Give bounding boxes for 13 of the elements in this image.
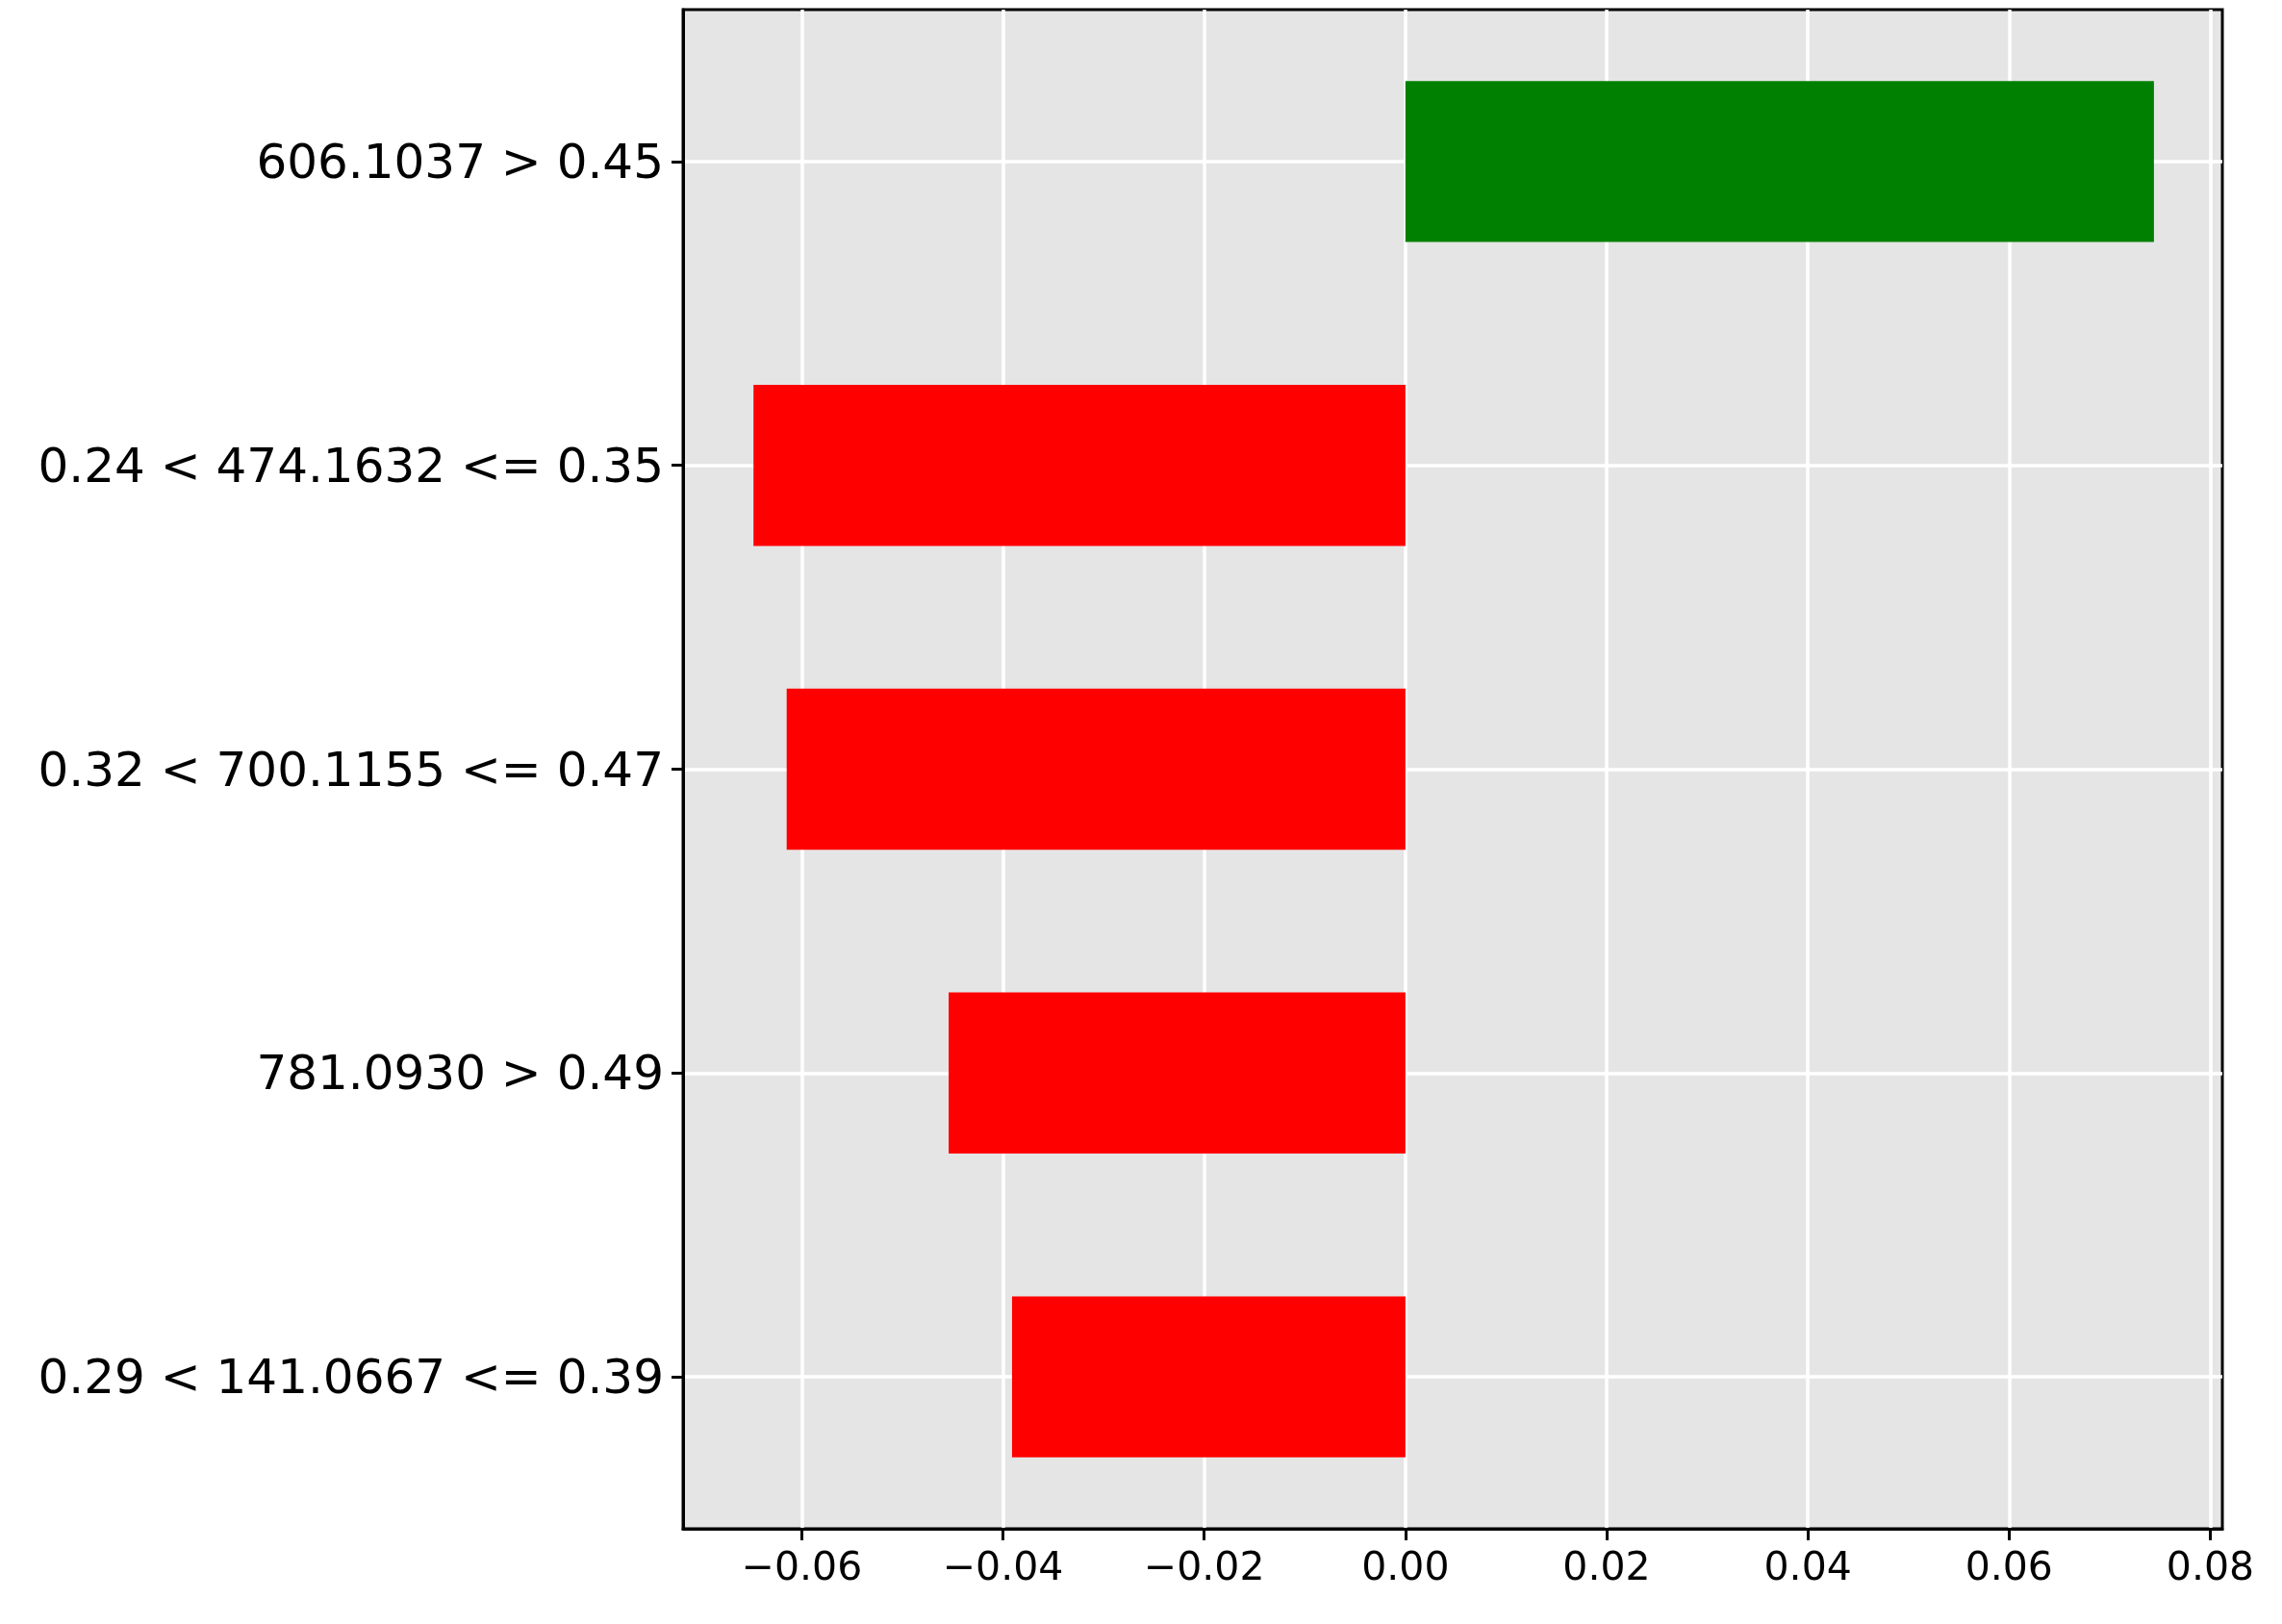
y-tick-label: 781.0930 > 0.49 [256,1045,664,1102]
y-tick-label: 0.32 < 700.1155 <= 0.47 [38,741,664,798]
x-tick-label: 0.00 [1361,1542,1450,1589]
x-tick-label: 0.04 [1763,1542,1852,1589]
y-tick-label: 606.1037 > 0.45 [256,133,664,190]
y-tick-label: 0.24 < 474.1632 <= 0.35 [38,437,664,494]
x-tick-label: −0.04 [942,1542,1064,1589]
x-tick-label: 0.02 [1562,1542,1651,1589]
x-tick-label: 0.06 [1965,1542,2053,1589]
x-tick-label: −0.02 [1143,1542,1265,1589]
y-tick-label: 0.29 < 141.0667 <= 0.39 [38,1349,664,1406]
x-tick-label: −0.06 [741,1542,863,1589]
x-tick-label: 0.08 [2166,1542,2255,1589]
